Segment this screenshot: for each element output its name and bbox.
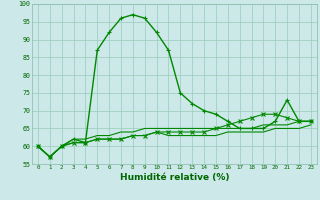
X-axis label: Humidité relative (%): Humidité relative (%) bbox=[120, 173, 229, 182]
